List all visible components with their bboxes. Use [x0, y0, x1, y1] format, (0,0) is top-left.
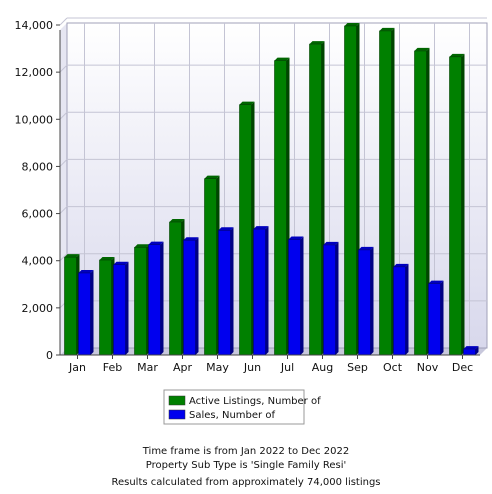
y-tick-label: 6,000 — [22, 208, 54, 221]
grid-line-depth — [59, 159, 68, 167]
x-tick-label: Oct — [383, 361, 403, 374]
x-tick-label: Aug — [312, 361, 333, 374]
y-tick-label: 2,000 — [22, 302, 54, 315]
legend-label-active-listings: Active Listings, Number of — [189, 396, 321, 407]
bar-active-listings — [239, 101, 255, 356]
bar-active-listings — [379, 27, 395, 356]
y-axis-ticks: 0 2,000 4,000 6,000 8,000 10,000 12,000 14,000 — [15, 19, 60, 362]
grid-line-depth — [59, 17, 68, 26]
bar-sales — [393, 263, 409, 356]
bar-active-listings — [134, 244, 150, 356]
grid-line-depth — [59, 64, 68, 73]
bar-active-listings — [414, 47, 430, 356]
x-tick-label: Nov — [417, 361, 439, 374]
bar-sales — [148, 241, 164, 356]
bar-sales — [323, 241, 339, 356]
legend-box — [163, 389, 305, 425]
x-tick-label: Apr — [173, 361, 193, 374]
bars — [64, 22, 479, 356]
x-tick-label: Jul — [280, 361, 294, 374]
footer-property-sub-type: Property Sub Type is 'Single Family Resi… — [145, 460, 347, 471]
legend-label-sales: Sales, Number of — [189, 410, 275, 421]
x-tick-label: Dec — [452, 361, 473, 374]
bar-sales — [288, 236, 304, 356]
bar-sales — [253, 226, 269, 356]
bar-sales — [183, 237, 199, 356]
grid-line-depth — [59, 206, 68, 214]
y-tick-label: 0 — [46, 349, 53, 362]
bar-sales — [113, 261, 129, 356]
bar-sales — [428, 280, 444, 356]
footer-results-note: Results calculated from approximately 74… — [111, 477, 381, 488]
bar-sales — [78, 269, 94, 356]
bar-sales — [358, 246, 374, 356]
x-axis-ticks: Jan Feb Mar Apr May Jun Jul Aug Sep Oct Nov Dec — [68, 355, 473, 374]
grid-line-depth — [59, 253, 68, 262]
bar-active-listings — [204, 175, 220, 356]
bar-sales — [463, 346, 479, 356]
x-tick-label: Mar — [137, 361, 158, 374]
bar-sales — [218, 227, 234, 356]
y-tick-label: 8,000 — [22, 160, 54, 173]
bar-active-listings — [274, 57, 290, 356]
x-tick-label: Jan — [68, 361, 86, 374]
bar-active-listings — [309, 41, 325, 356]
x-tick-label: Jun — [243, 361, 261, 374]
x-tick-label: May — [206, 361, 229, 374]
bar-active-listings — [344, 22, 360, 356]
bar-active-listings — [99, 257, 115, 356]
grid-line-depth — [59, 111, 68, 120]
x-tick-label: Feb — [103, 361, 122, 374]
y-tick-label: 12,000 — [15, 66, 54, 79]
legend-swatch-sales — [168, 409, 186, 420]
bar-active-listings — [64, 254, 80, 356]
bar-active-listings — [449, 53, 465, 356]
x-tick-label: Sep — [347, 361, 368, 374]
legend-swatch-active-listings — [168, 395, 186, 406]
y-tick-label: 4,000 — [22, 255, 54, 268]
legend: Active Listings, Number of Sales, Number… — [163, 389, 321, 425]
bar-active-listings — [169, 219, 185, 356]
y-tick-label: 10,000 — [15, 113, 54, 126]
footer-time-frame: Time frame is from Jan 2022 to Dec 2022 — [142, 446, 350, 457]
y-tick-label: 14,000 — [15, 19, 54, 32]
